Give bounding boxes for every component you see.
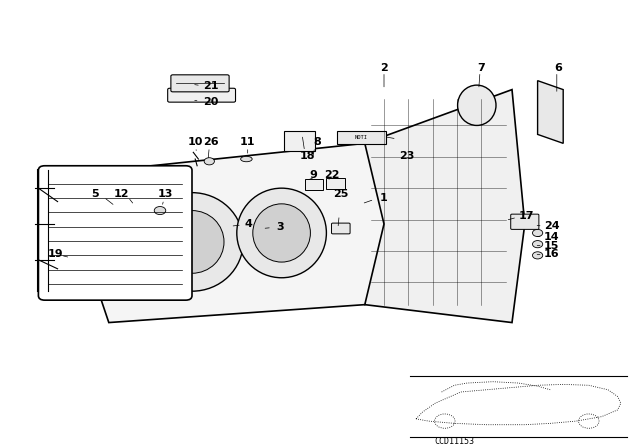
Text: 16: 16 bbox=[544, 250, 559, 259]
Text: 21: 21 bbox=[204, 82, 219, 91]
Circle shape bbox=[435, 414, 455, 428]
Polygon shape bbox=[83, 143, 384, 323]
Circle shape bbox=[532, 241, 543, 248]
Text: 17: 17 bbox=[518, 211, 534, 221]
Text: 24: 24 bbox=[544, 221, 559, 231]
Text: 11: 11 bbox=[240, 138, 255, 147]
FancyBboxPatch shape bbox=[305, 179, 323, 190]
Text: 25: 25 bbox=[333, 189, 349, 198]
FancyBboxPatch shape bbox=[171, 75, 229, 92]
Circle shape bbox=[204, 158, 214, 165]
Ellipse shape bbox=[458, 85, 496, 125]
FancyBboxPatch shape bbox=[284, 131, 315, 151]
Ellipse shape bbox=[160, 211, 224, 273]
FancyBboxPatch shape bbox=[337, 131, 386, 144]
Ellipse shape bbox=[141, 193, 243, 291]
Text: 13: 13 bbox=[157, 189, 173, 198]
Text: 26: 26 bbox=[204, 138, 219, 147]
Text: 7: 7 bbox=[477, 63, 485, 73]
Text: 4: 4 bbox=[244, 219, 252, 229]
Circle shape bbox=[154, 207, 166, 215]
Ellipse shape bbox=[253, 204, 310, 262]
Text: 14: 14 bbox=[544, 232, 559, 241]
Text: 8: 8 bbox=[313, 138, 321, 147]
Text: CCD11153: CCD11153 bbox=[435, 437, 474, 446]
FancyBboxPatch shape bbox=[332, 223, 350, 234]
Text: 6: 6 bbox=[554, 63, 562, 73]
FancyBboxPatch shape bbox=[38, 166, 192, 300]
Polygon shape bbox=[365, 90, 525, 323]
Text: NOTI: NOTI bbox=[355, 135, 367, 140]
FancyBboxPatch shape bbox=[511, 214, 539, 229]
Text: 18: 18 bbox=[300, 151, 315, 161]
Text: 19: 19 bbox=[48, 250, 63, 259]
Text: 22: 22 bbox=[324, 170, 339, 180]
Text: 9: 9 bbox=[310, 170, 317, 180]
Circle shape bbox=[532, 252, 543, 259]
Text: 23: 23 bbox=[399, 151, 414, 161]
Text: 3: 3 bbox=[276, 222, 284, 232]
Text: 1: 1 bbox=[380, 194, 388, 203]
Polygon shape bbox=[538, 81, 563, 143]
Circle shape bbox=[532, 229, 543, 237]
Circle shape bbox=[579, 414, 599, 428]
Ellipse shape bbox=[237, 188, 326, 278]
Ellipse shape bbox=[241, 156, 252, 162]
FancyBboxPatch shape bbox=[168, 88, 236, 102]
Text: 2: 2 bbox=[380, 63, 388, 73]
Text: 15: 15 bbox=[544, 241, 559, 250]
FancyBboxPatch shape bbox=[326, 178, 345, 189]
Text: 20: 20 bbox=[204, 97, 219, 107]
Text: 5: 5 bbox=[91, 189, 99, 198]
Text: 12: 12 bbox=[114, 189, 129, 198]
Text: 10: 10 bbox=[188, 138, 203, 147]
